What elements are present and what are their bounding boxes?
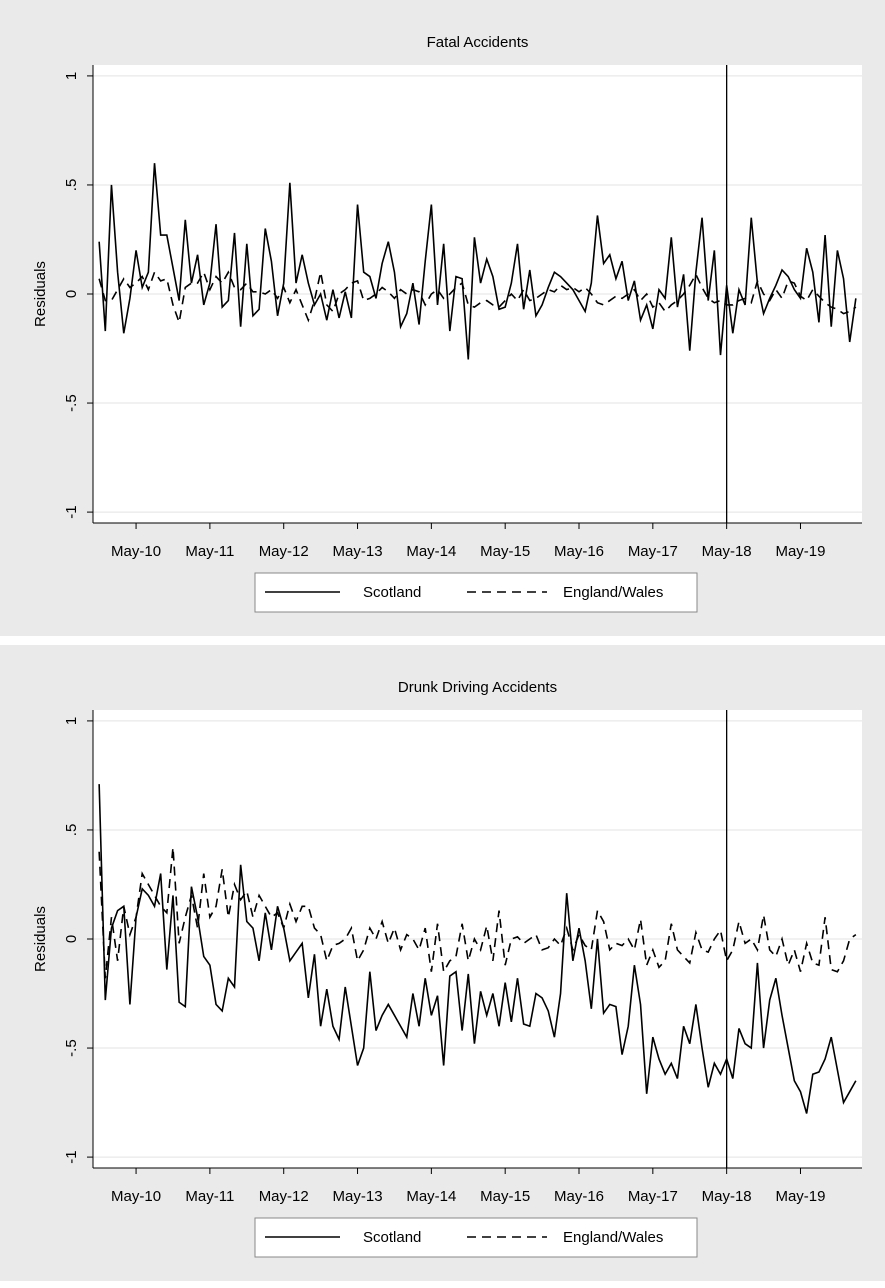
x-tick-label: May-15 xyxy=(480,1188,530,1205)
x-tick-label: May-17 xyxy=(628,543,678,560)
series-line xyxy=(98,270,857,326)
x-tick-label: May-18 xyxy=(702,1188,752,1205)
chart-title: Fatal Accidents xyxy=(427,34,529,51)
series-line xyxy=(98,163,857,360)
legend-label: Scotland xyxy=(363,1229,421,1246)
x-tick-label: May-10 xyxy=(111,543,161,560)
y-tick-label: 0 xyxy=(63,935,80,943)
legend-label: England/Wales xyxy=(563,584,663,601)
y-tick-label: 1 xyxy=(63,72,80,80)
y-tick-label: 1 xyxy=(63,717,80,725)
y-tick-label: -1 xyxy=(63,1150,80,1163)
x-tick-label: May-15 xyxy=(480,543,530,560)
legend-label: Scotland xyxy=(363,584,421,601)
x-tick-label: May-12 xyxy=(259,543,309,560)
x-tick-label: May-19 xyxy=(775,1188,825,1205)
x-tick-label: May-11 xyxy=(185,1188,234,1205)
chart-title: Drunk Driving Accidents xyxy=(398,679,557,696)
x-tick-label: May-10 xyxy=(111,1188,161,1205)
panel: Fatal Accidents Residuals -1 -.5 0 .5 1 May-10 M… xyxy=(0,0,885,636)
x-tick-label: May-12 xyxy=(259,1188,309,1205)
x-tick-label: May-17 xyxy=(628,1188,678,1205)
y-tick-label: .5 xyxy=(63,179,80,192)
x-tick-label: May-18 xyxy=(702,543,752,560)
y-tick-label: 0 xyxy=(63,290,80,298)
series-line xyxy=(98,784,857,1114)
x-tick-label: May-19 xyxy=(775,543,825,560)
panel: Drunk Driving Accidents Residuals -1 -.5 0 .5… xyxy=(0,645,885,1281)
x-tick-label: May-16 xyxy=(554,1188,604,1205)
x-tick-label: May-16 xyxy=(554,543,604,560)
x-tick-label: May-13 xyxy=(333,543,383,560)
y-axis-label: Residuals xyxy=(32,906,49,972)
y-tick-label: -1 xyxy=(63,505,80,518)
series-line xyxy=(98,847,857,979)
x-tick-label: May-14 xyxy=(406,1188,456,1205)
legend-label: England/Wales xyxy=(563,1229,663,1246)
y-axis-label: Residuals xyxy=(32,261,49,327)
y-tick-label: -.5 xyxy=(63,1039,80,1057)
x-tick-label: May-14 xyxy=(406,543,456,560)
y-tick-label: .5 xyxy=(63,824,80,837)
x-tick-label: May-11 xyxy=(185,543,234,560)
x-tick-label: May-13 xyxy=(333,1188,383,1205)
y-tick-label: -.5 xyxy=(63,394,80,412)
